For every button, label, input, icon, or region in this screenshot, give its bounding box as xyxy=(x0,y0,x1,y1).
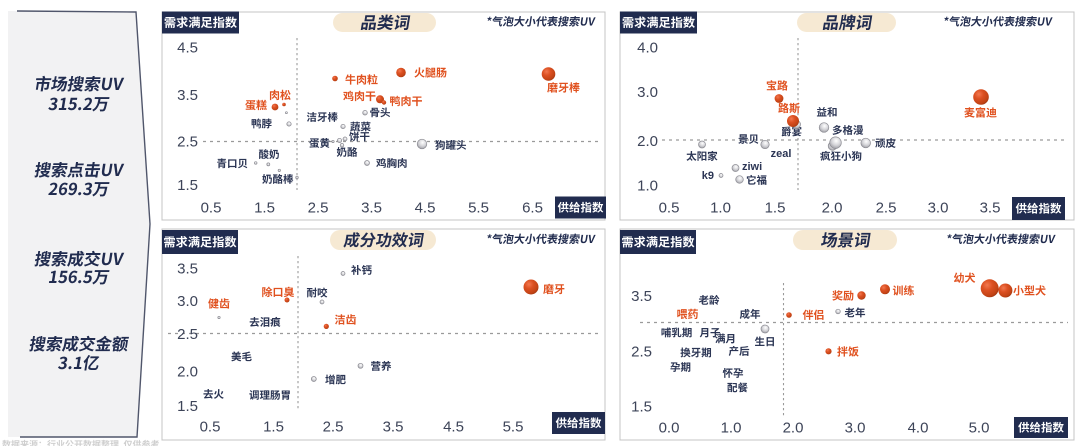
svg-text:5.5: 5.5 xyxy=(503,418,524,435)
svg-text:4.5: 4.5 xyxy=(443,418,464,435)
svg-text:1.0: 1.0 xyxy=(637,177,658,194)
svg-text:5.0: 5.0 xyxy=(969,419,990,436)
svg-text:3.0: 3.0 xyxy=(928,199,949,216)
svg-text:3.0: 3.0 xyxy=(177,293,198,310)
svg-text:1.5: 1.5 xyxy=(765,199,786,216)
svg-text:2.0: 2.0 xyxy=(822,199,843,216)
svg-text:2.5: 2.5 xyxy=(323,418,344,435)
svg-text:3.5: 3.5 xyxy=(383,418,404,435)
svg-text:1.5: 1.5 xyxy=(631,398,652,415)
svg-text:4.0: 4.0 xyxy=(637,39,658,56)
svg-text:4.5: 4.5 xyxy=(177,39,198,56)
svg-text:ziwi: ziwi xyxy=(742,161,762,173)
svg-text:2.5: 2.5 xyxy=(177,133,198,150)
svg-text:2.0: 2.0 xyxy=(783,419,804,436)
svg-text:1.5: 1.5 xyxy=(254,199,275,216)
svg-text:3.5: 3.5 xyxy=(631,288,652,305)
svg-text:2.0: 2.0 xyxy=(637,133,658,150)
svg-text:2.5: 2.5 xyxy=(631,343,652,360)
svg-text:3.5: 3.5 xyxy=(361,199,382,216)
svg-text:2.5: 2.5 xyxy=(177,326,198,343)
svg-text:3.0: 3.0 xyxy=(845,419,866,436)
svg-text:0.5: 0.5 xyxy=(200,418,221,435)
svg-text:3.5: 3.5 xyxy=(177,260,198,277)
svg-text:6.5: 6.5 xyxy=(522,199,543,216)
svg-text:k9: k9 xyxy=(702,170,714,182)
svg-text:1.0: 1.0 xyxy=(721,419,742,436)
svg-text:5.5: 5.5 xyxy=(468,199,489,216)
svg-text:3.5: 3.5 xyxy=(177,87,198,104)
svg-text:2.0: 2.0 xyxy=(177,363,198,380)
svg-text:3.0: 3.0 xyxy=(637,84,658,101)
svg-text:4.5: 4.5 xyxy=(415,199,436,216)
svg-text:0.5: 0.5 xyxy=(659,199,680,216)
svg-text:1.5: 1.5 xyxy=(177,398,198,415)
svg-text:1.5: 1.5 xyxy=(177,177,198,194)
svg-text:1.5: 1.5 xyxy=(263,418,284,435)
svg-text:0.0: 0.0 xyxy=(659,419,680,436)
svg-text:2.5: 2.5 xyxy=(308,199,329,216)
svg-text:2.5: 2.5 xyxy=(876,199,897,216)
svg-text:4.0: 4.0 xyxy=(908,419,929,436)
svg-text:zeal: zeal xyxy=(771,148,792,160)
svg-text:0.5: 0.5 xyxy=(201,199,222,216)
svg-text:3.5: 3.5 xyxy=(980,199,1001,216)
svg-text:1.0: 1.0 xyxy=(710,199,731,216)
